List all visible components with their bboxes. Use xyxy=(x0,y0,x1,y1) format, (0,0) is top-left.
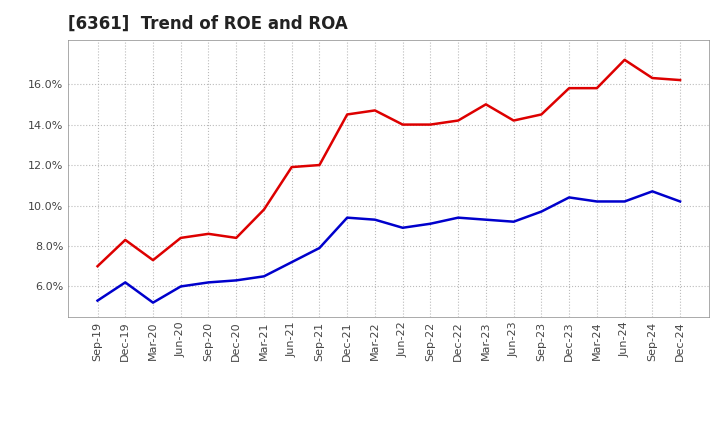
ROA xyxy=(371,217,379,222)
ROA xyxy=(121,280,130,285)
ROA xyxy=(426,221,435,226)
ROA xyxy=(648,189,657,194)
ROA xyxy=(509,219,518,224)
Text: [6361]  Trend of ROE and ROA: [6361] Trend of ROE and ROA xyxy=(68,15,348,33)
ROA xyxy=(149,300,158,305)
ROE xyxy=(287,165,296,170)
ROE xyxy=(121,237,130,242)
Line: ROA: ROA xyxy=(97,191,680,303)
ROA xyxy=(398,225,407,231)
ROE xyxy=(204,231,213,236)
ROA xyxy=(454,215,462,220)
ROE xyxy=(93,264,102,269)
ROE xyxy=(620,57,629,62)
ROE xyxy=(232,235,240,241)
ROE xyxy=(343,112,351,117)
ROA xyxy=(343,215,351,220)
ROE xyxy=(454,118,462,123)
ROE xyxy=(482,102,490,107)
ROA xyxy=(564,195,573,200)
ROE xyxy=(315,162,324,168)
ROA xyxy=(260,274,269,279)
ROE xyxy=(564,85,573,91)
ROA xyxy=(93,298,102,303)
ROA xyxy=(232,278,240,283)
ROA xyxy=(287,260,296,265)
ROE xyxy=(426,122,435,127)
ROA xyxy=(482,217,490,222)
ROA xyxy=(315,246,324,251)
ROE xyxy=(509,118,518,123)
ROE xyxy=(537,112,546,117)
ROE xyxy=(593,85,601,91)
ROE xyxy=(176,235,185,241)
ROE xyxy=(371,108,379,113)
ROE xyxy=(676,77,685,83)
ROE xyxy=(398,122,407,127)
ROE xyxy=(260,207,269,212)
ROA xyxy=(537,209,546,214)
ROA xyxy=(620,199,629,204)
ROA xyxy=(176,284,185,289)
ROA xyxy=(593,199,601,204)
ROA xyxy=(204,280,213,285)
ROE xyxy=(149,257,158,263)
ROE xyxy=(648,75,657,81)
ROA xyxy=(676,199,685,204)
Line: ROE: ROE xyxy=(97,60,680,266)
